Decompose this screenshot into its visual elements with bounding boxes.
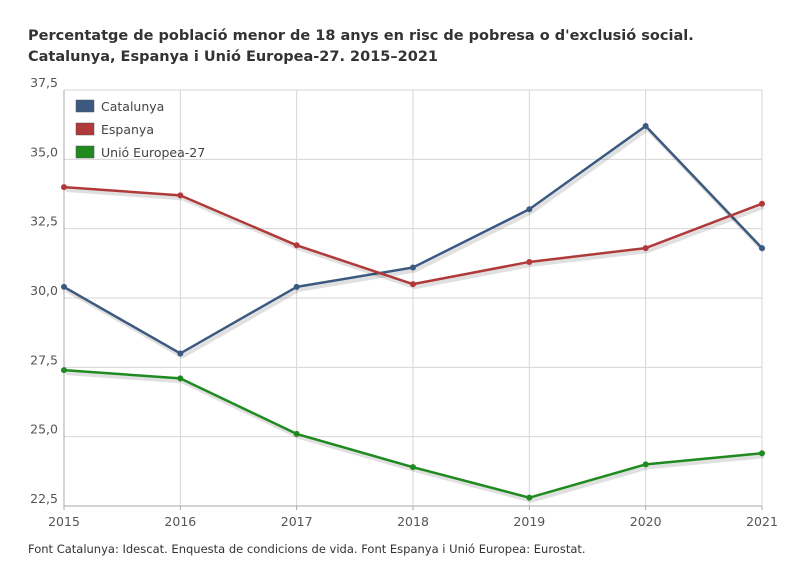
y-tick-label: 27,5 — [30, 352, 58, 367]
data-point-espanya — [642, 245, 649, 252]
data-point-catalunya — [526, 206, 533, 213]
data-point-espanya — [759, 200, 765, 207]
data-point-espanya — [293, 242, 300, 249]
data-point-uni-europea-27 — [759, 450, 765, 457]
data-point-espanya — [526, 258, 533, 265]
chart-subtitle: Catalunya, Espanya i Unió Europea-27. 20… — [28, 49, 439, 65]
data-point-catalunya — [410, 264, 416, 271]
y-tick-label: 30,0 — [30, 283, 58, 298]
x-tick-label: 2017 — [281, 514, 313, 529]
data-point-catalunya — [759, 245, 765, 252]
legend-label-catalunya: Catalunya — [101, 99, 164, 114]
data-point-catalunya — [177, 350, 184, 357]
y-tick-label: 37,5 — [30, 75, 58, 90]
x-tick-label: 2018 — [397, 514, 429, 529]
x-tick-label: 2021 — [746, 514, 778, 529]
x-tick-label: 2020 — [630, 514, 662, 529]
x-tick-label: 2015 — [48, 514, 80, 529]
series-shadow-espanya — [65, 188, 765, 290]
chart-title: Percentatge de població menor de 18 anys… — [28, 28, 694, 44]
legend-swatch-catalunya — [75, 99, 95, 113]
data-point-espanya — [410, 281, 416, 288]
data-point-espanya — [177, 192, 184, 199]
data-point-catalunya — [293, 283, 300, 290]
series-shadow-uni-europea-27 — [65, 371, 765, 503]
data-point-uni-europea-27 — [642, 461, 649, 468]
y-tick-label: 32,5 — [30, 214, 58, 229]
chart-source: Font Catalunya: Idescat. Enquesta de con… — [28, 542, 586, 556]
legend-label-uni-europea-27: Unió Europea-27 — [101, 145, 205, 160]
y-tick-label: 25,0 — [30, 422, 58, 437]
legend: Catalunya Espanya Unió Europea-27 — [75, 99, 205, 160]
x-tick-label: 2019 — [513, 514, 545, 529]
data-point-uni-europea-27 — [526, 494, 533, 501]
data-point-uni-europea-27 — [293, 430, 300, 437]
legend-swatch-espanya — [75, 122, 95, 136]
chart-title-block: Percentatge de població menor de 18 anys… — [28, 26, 768, 68]
data-point-catalunya — [642, 123, 649, 130]
y-tick-label: 22,5 — [30, 491, 58, 506]
line-chart: 22,5 25,0 27,5 30,0 32,5 35,0 37,5 2015 2016 2017… — [30, 75, 778, 529]
legend-label-espanya: Espanya — [101, 122, 154, 137]
legend-swatch-uni-europea-27 — [75, 145, 95, 159]
data-point-uni-europea-27 — [177, 375, 184, 382]
data-point-espanya — [61, 184, 67, 191]
x-tick-label: 2016 — [164, 514, 196, 529]
data-point-uni-europea-27 — [410, 464, 416, 471]
data-point-catalunya — [61, 283, 67, 290]
data-point-uni-europea-27 — [61, 367, 67, 374]
y-tick-label: 35,0 — [30, 144, 58, 159]
